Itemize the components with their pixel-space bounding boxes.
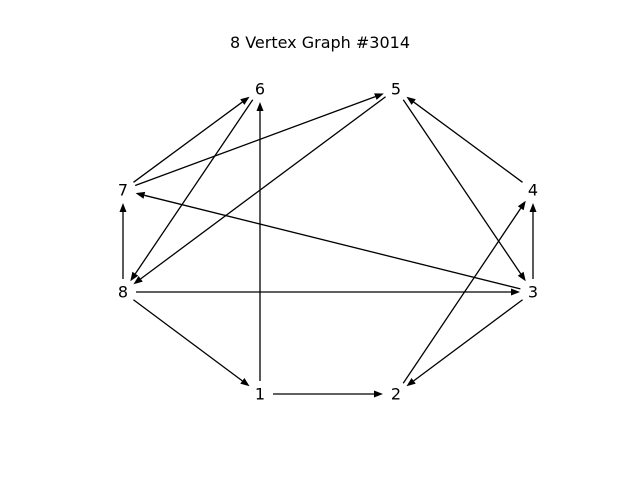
arrowhead-icon [240,378,250,387]
edge-line [134,99,254,275]
arrowhead-icon [517,271,526,282]
arrowhead-icon [240,96,250,105]
arrowhead-icon [119,203,127,212]
arrowhead-icon [511,288,520,296]
arrowhead-icon [256,102,264,111]
edge-3-to-4 [529,203,537,279]
edge-8-to-3 [136,288,520,296]
node-label-5: 5 [391,80,401,99]
node-label-2: 2 [391,385,401,404]
arrowhead-icon [374,93,384,100]
arrowhead-icon [517,200,526,211]
edge-line [140,96,386,280]
edge-6-to-8 [130,99,254,282]
arrowhead-icon [135,191,146,199]
arrowhead-icon [529,203,537,212]
edge-4-to-5 [406,96,523,183]
arrowhead-icon [374,390,383,398]
arrowhead-icon [406,378,416,387]
nodes-layer: 1 2 3 4 5 6 7 8 [118,80,538,404]
edge-7-to-5 [134,93,384,187]
edge-line [402,99,522,275]
arrowhead-icon [130,271,139,282]
edge-3-to-7 [135,191,521,290]
node-label-1: 1 [255,385,265,404]
edge-2-to-4 [402,200,526,384]
edge-line [133,299,243,382]
edge-5-to-3 [402,99,526,282]
node-label-7: 7 [118,181,128,200]
edge-line [133,101,243,183]
graph-title: 8 Vertex Graph #3014 [229,33,411,52]
edge-line [413,101,523,183]
edge-8-to-1 [133,299,250,387]
node-label-3: 3 [528,283,538,302]
edges-layer [119,93,537,398]
edge-line [134,96,376,187]
node-label-8: 8 [118,283,128,302]
edge-line [144,194,521,290]
arrowhead-icon [133,276,143,285]
edge-1-to-6 [256,102,264,381]
edge-3-to-2 [406,299,523,387]
edge-7-to-6 [133,96,250,183]
edge-8-to-7 [119,203,127,279]
edge-1-to-2 [273,390,383,398]
node-label-4: 4 [528,181,538,200]
edge-line [413,299,523,382]
node-label-6: 6 [255,80,265,99]
edge-5-to-8 [133,96,386,285]
edge-line [402,207,522,384]
arrowhead-icon [406,96,416,105]
